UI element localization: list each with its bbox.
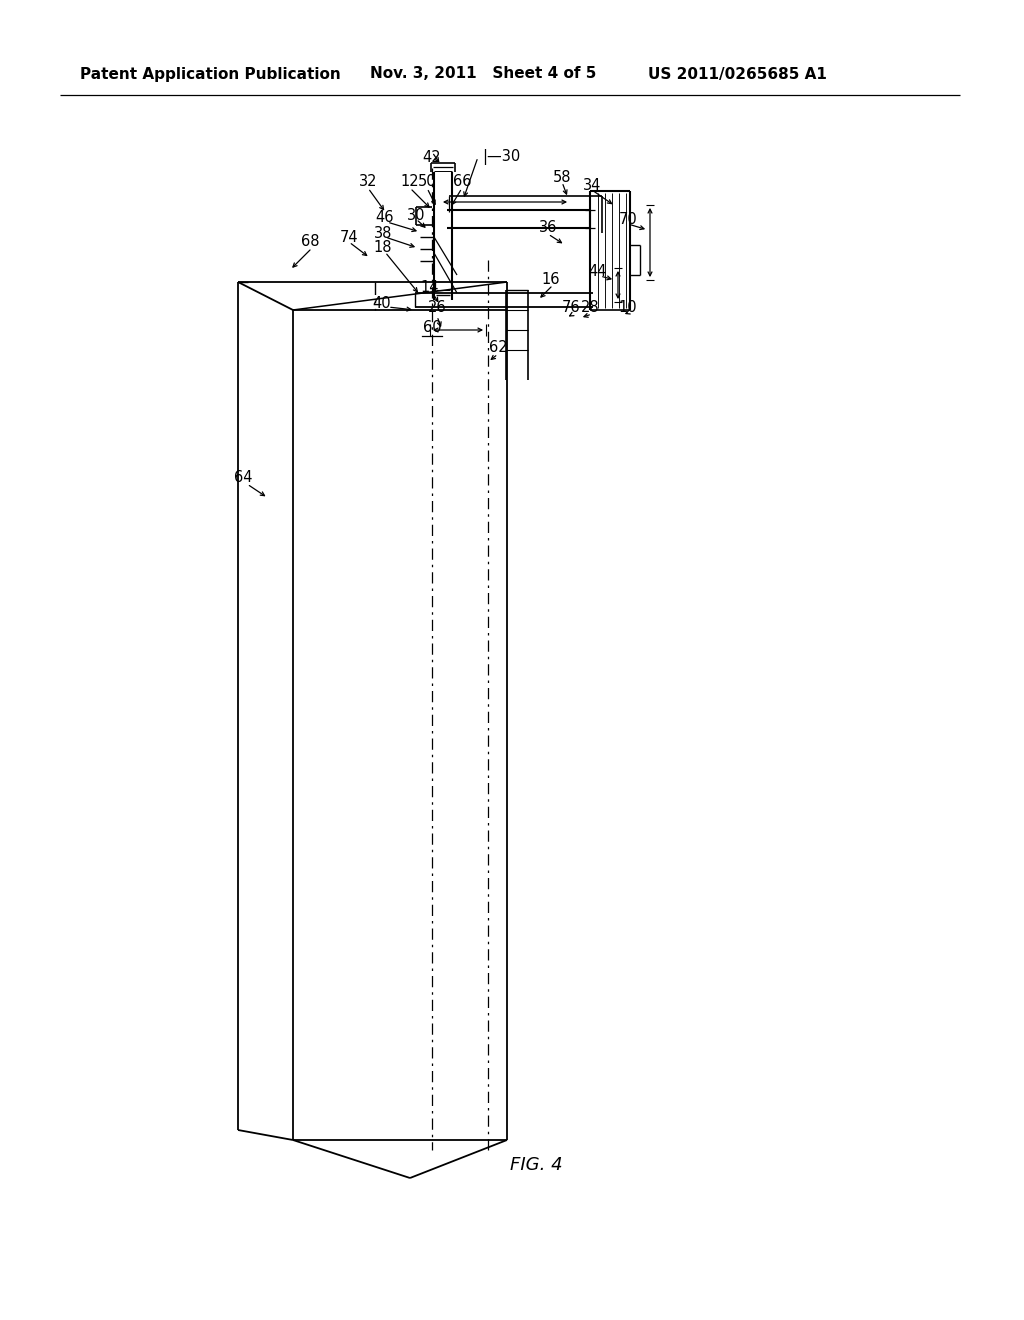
Text: FIG. 4: FIG. 4	[510, 1156, 562, 1173]
Text: 40: 40	[373, 296, 391, 310]
Text: 76: 76	[562, 301, 581, 315]
Text: 60: 60	[423, 321, 441, 335]
Text: Patent Application Publication: Patent Application Publication	[80, 66, 341, 82]
Text: 36: 36	[539, 220, 557, 235]
Text: 64: 64	[233, 470, 252, 486]
Text: 38: 38	[374, 226, 392, 240]
Text: 34: 34	[583, 177, 601, 193]
Text: 74: 74	[340, 231, 358, 246]
Text: 16: 16	[542, 272, 560, 288]
Text: 18: 18	[374, 240, 392, 256]
Text: |—30: |—30	[482, 149, 520, 165]
Text: 14: 14	[421, 281, 439, 296]
Text: 32: 32	[358, 174, 377, 190]
Text: 42: 42	[423, 149, 441, 165]
Text: Nov. 3, 2011   Sheet 4 of 5: Nov. 3, 2011 Sheet 4 of 5	[370, 66, 596, 82]
Text: 12: 12	[400, 174, 419, 190]
Text: 30: 30	[407, 207, 425, 223]
Text: 66: 66	[453, 174, 471, 190]
Text: 62: 62	[488, 341, 507, 355]
Text: 70: 70	[618, 213, 637, 227]
Text: US 2011/0265685 A1: US 2011/0265685 A1	[648, 66, 826, 82]
Text: 68: 68	[301, 235, 319, 249]
Text: 28: 28	[581, 301, 599, 315]
Text: 46: 46	[376, 210, 394, 226]
Text: 10: 10	[618, 301, 637, 315]
Text: 50: 50	[418, 174, 436, 190]
Text: 26: 26	[428, 301, 446, 315]
Text: 58: 58	[553, 170, 571, 186]
Text: 44: 44	[589, 264, 607, 280]
